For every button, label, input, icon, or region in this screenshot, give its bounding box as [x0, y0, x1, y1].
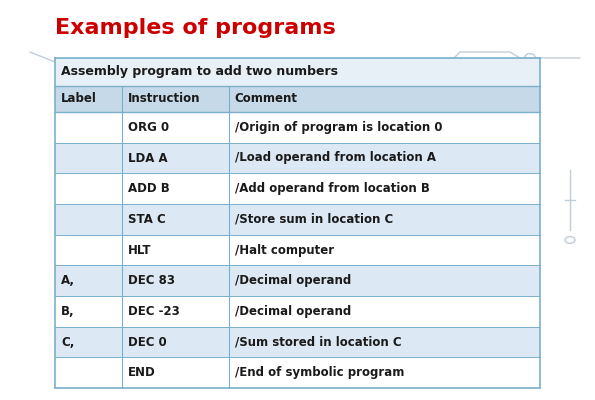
Bar — [55, 173, 122, 204]
Text: Instruction: Instruction — [128, 92, 201, 106]
Bar — [122, 112, 228, 143]
Text: DEC -23: DEC -23 — [128, 305, 180, 318]
Text: /Origin of program is location 0: /Origin of program is location 0 — [234, 121, 442, 134]
Bar — [55, 58, 540, 86]
Text: Assembly program to add two numbers: Assembly program to add two numbers — [61, 66, 338, 78]
Bar — [55, 86, 122, 112]
Bar — [55, 112, 122, 143]
Bar — [122, 265, 228, 296]
Bar — [55, 143, 122, 173]
Bar — [228, 235, 540, 265]
Bar — [55, 357, 122, 388]
Text: /Store sum in location C: /Store sum in location C — [234, 213, 393, 226]
Bar — [228, 143, 540, 173]
Text: LDA A: LDA A — [128, 152, 168, 164]
Text: STA C: STA C — [128, 213, 165, 226]
Bar — [228, 204, 540, 235]
Text: DEC 0: DEC 0 — [128, 336, 167, 348]
Bar — [55, 265, 122, 296]
Bar — [122, 143, 228, 173]
Text: ADD B: ADD B — [128, 182, 170, 195]
Bar — [228, 86, 540, 112]
Text: ORG 0: ORG 0 — [128, 121, 169, 134]
Text: Examples of programs: Examples of programs — [55, 18, 336, 38]
Text: C,: C, — [61, 336, 74, 348]
Text: /Decimal operand: /Decimal operand — [234, 274, 351, 287]
Bar — [228, 112, 540, 143]
Bar — [55, 204, 122, 235]
Text: A,: A, — [61, 274, 75, 287]
Text: /Decimal operand: /Decimal operand — [234, 305, 351, 318]
Bar — [228, 296, 540, 327]
Bar — [122, 204, 228, 235]
Bar — [55, 327, 122, 357]
Bar — [228, 327, 540, 357]
Text: /Halt computer: /Halt computer — [234, 244, 334, 256]
Bar — [228, 357, 540, 388]
Text: Comment: Comment — [234, 92, 298, 106]
Bar — [122, 327, 228, 357]
Text: /Sum stored in location C: /Sum stored in location C — [234, 336, 401, 348]
Text: B,: B, — [61, 305, 74, 318]
Bar — [122, 235, 228, 265]
Text: END: END — [128, 366, 156, 379]
Text: DEC 83: DEC 83 — [128, 274, 175, 287]
Text: /Load operand from location A: /Load operand from location A — [234, 152, 436, 164]
Bar — [122, 296, 228, 327]
Text: Label: Label — [61, 92, 97, 106]
Bar — [228, 173, 540, 204]
Bar — [122, 357, 228, 388]
Text: /Add operand from location B: /Add operand from location B — [234, 182, 430, 195]
Text: /End of symbolic program: /End of symbolic program — [234, 366, 404, 379]
Bar — [122, 173, 228, 204]
Bar — [122, 86, 228, 112]
Text: HLT: HLT — [128, 244, 152, 256]
Bar — [228, 265, 540, 296]
Bar — [55, 235, 122, 265]
Bar — [55, 296, 122, 327]
